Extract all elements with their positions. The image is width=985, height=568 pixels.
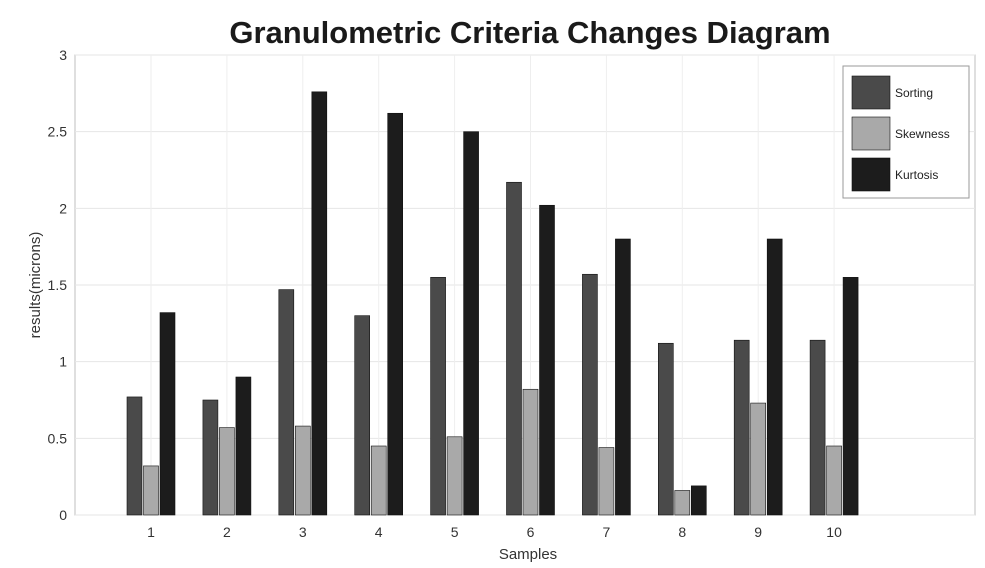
- bar-kurtosis-3: [311, 91, 328, 516]
- y-tick-label: 1.5: [48, 277, 68, 293]
- legend: Sorting Skewness Kurtosis: [842, 65, 970, 199]
- x-tick-label: 3: [299, 524, 307, 540]
- bar-kurtosis-10: [842, 277, 859, 516]
- bar-skewness-10: [826, 445, 842, 516]
- legend-swatch: [851, 157, 891, 192]
- legend-swatch: [851, 75, 891, 110]
- bar-skewness-3: [294, 425, 311, 516]
- legend-label: Sorting: [895, 86, 933, 100]
- bar-skewness-5: [446, 436, 463, 516]
- y-axis-label: results(microns): [27, 232, 44, 339]
- bar-skewness-8: [674, 490, 691, 516]
- x-tick-label: 4: [375, 524, 383, 540]
- legend-swatch: [851, 116, 891, 151]
- bar-skewness-9: [750, 402, 767, 516]
- x-tick-label: 10: [826, 524, 842, 540]
- legend-label: Skewness: [895, 127, 950, 141]
- y-tick-label: 2.5: [48, 124, 68, 140]
- x-tick-label: 2: [223, 524, 231, 540]
- x-tick-label: 8: [678, 524, 686, 540]
- x-tick-label: 6: [527, 524, 535, 540]
- y-tick-label: 2: [59, 200, 67, 216]
- bar-sorting-4: [354, 315, 371, 516]
- bars: [126, 91, 859, 516]
- y-tick-label: 1: [59, 354, 67, 370]
- bar-skewness-2: [219, 427, 235, 516]
- chart-title: Granulometric Criteria Changes Diagram: [229, 15, 830, 50]
- x-axis-label: Samples: [499, 546, 557, 563]
- x-tick-label: 5: [451, 524, 459, 540]
- bar-kurtosis-2: [235, 376, 252, 516]
- bar-sorting-3: [278, 289, 295, 516]
- x-tick-label: 1: [147, 524, 155, 540]
- bar-sorting-10: [809, 339, 826, 516]
- bar-sorting-2: [202, 399, 219, 516]
- bar-sorting-8: [657, 342, 674, 516]
- bar-kurtosis-4: [387, 112, 404, 516]
- bar-kurtosis-7: [615, 238, 631, 516]
- bar-sorting-9: [733, 339, 750, 516]
- bar-skewness-4: [370, 445, 387, 516]
- y-tick-label: 3: [59, 47, 67, 63]
- y-tick-label: 0.5: [48, 430, 68, 446]
- bar-sorting-5: [430, 277, 446, 516]
- bar-sorting-1: [126, 396, 143, 516]
- bar-kurtosis-5: [463, 131, 479, 516]
- x-tick-label: 9: [754, 524, 762, 540]
- x-tick-label: 7: [603, 524, 611, 540]
- bar-kurtosis-1: [159, 312, 176, 516]
- bar-kurtosis-6: [539, 204, 555, 516]
- bar-skewness-1: [143, 465, 159, 516]
- y-tick-label: 0: [59, 507, 67, 523]
- bar-skewness-6: [522, 388, 539, 516]
- bar-kurtosis-9: [766, 238, 783, 516]
- legend-label: Kurtosis: [895, 168, 938, 182]
- bar-sorting-6: [506, 181, 522, 516]
- axis-ticks: 0 0.5 1 1.5 2 2.5 3 1 2 3 4 5 6 7 8 9 10: [48, 47, 843, 540]
- bar-sorting-7: [582, 273, 598, 516]
- bar-kurtosis-8: [690, 485, 707, 516]
- bar-skewness-7: [598, 447, 615, 516]
